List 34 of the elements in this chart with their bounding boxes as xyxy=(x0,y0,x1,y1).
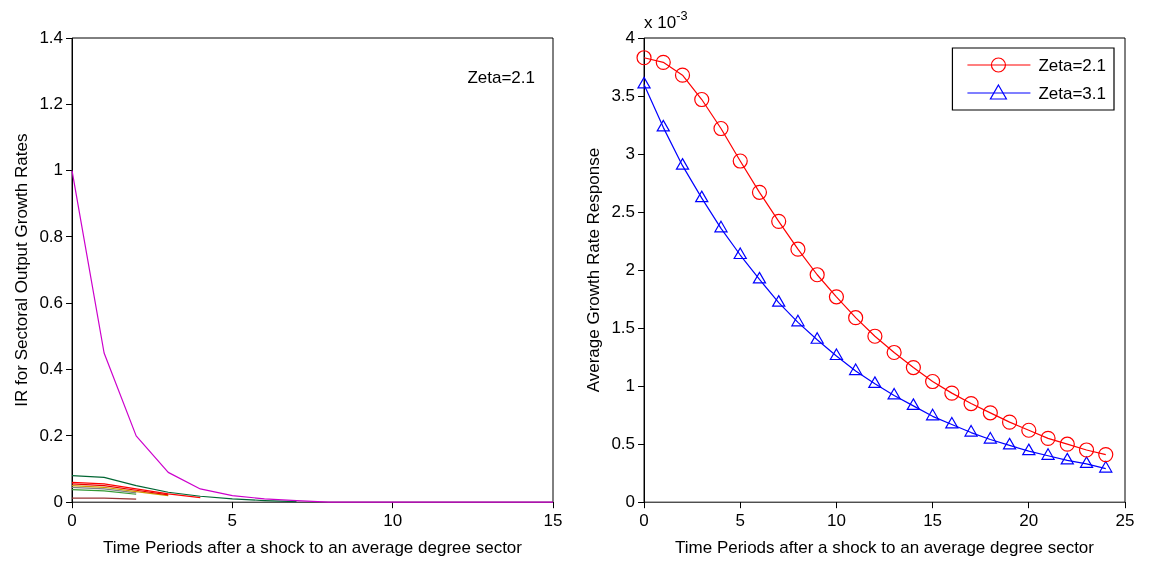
y-axis-title: IR for Sectoral Output Growth Rates xyxy=(11,133,31,407)
y-tick-label: 4 xyxy=(625,27,636,47)
x-tick-label: 5 xyxy=(227,511,238,531)
y-tick-label: 0.4 xyxy=(39,359,64,379)
x-tick-label: 5 xyxy=(735,511,745,531)
x-tick-label: 10 xyxy=(383,511,403,531)
x-tick-label: 0 xyxy=(67,511,77,531)
y-tick-label: 0 xyxy=(53,491,64,511)
x-tick-label: 15 xyxy=(543,511,563,531)
y-axis-title: Average Growth Rate Response xyxy=(583,147,603,393)
y-tick-label: 0.8 xyxy=(39,226,64,246)
x-axis-title: Time Periods after a shock to an average degree sector xyxy=(103,538,523,558)
y-tick-label: 0.2 xyxy=(39,425,64,445)
y-tick-label: 0.5 xyxy=(611,433,636,453)
y-tick-label: 2.5 xyxy=(611,201,636,221)
y-tick-label: 0 xyxy=(625,491,636,511)
y-tick-label: 2 xyxy=(625,259,636,279)
y-tick-label: 1 xyxy=(625,375,636,395)
y-tick-label: 1.2 xyxy=(39,94,64,113)
y-tick-label: 1.5 xyxy=(611,317,636,337)
annotation: Zeta=2.1 xyxy=(467,68,535,87)
y-tick-label: 1 xyxy=(53,160,64,180)
x-tick-label: 25 xyxy=(1115,511,1135,531)
x-tick-label: 15 xyxy=(923,511,943,531)
legend-label: Zeta=3.1 xyxy=(1038,83,1106,103)
y-tick-label: 3.5 xyxy=(611,85,636,105)
x-tick-label: 20 xyxy=(1019,511,1039,531)
y-tick-label: 1.4 xyxy=(39,27,64,47)
y-tick-label: 0.6 xyxy=(39,292,64,312)
y-tick-label: 3 xyxy=(625,143,636,163)
x-axis-title: Time Periods after a shock to an average degree sector xyxy=(675,538,1095,558)
legend-label: Zeta=2.1 xyxy=(1038,55,1106,75)
x-tick-label: 10 xyxy=(826,511,846,531)
x-tick-label: 0 xyxy=(639,511,649,531)
